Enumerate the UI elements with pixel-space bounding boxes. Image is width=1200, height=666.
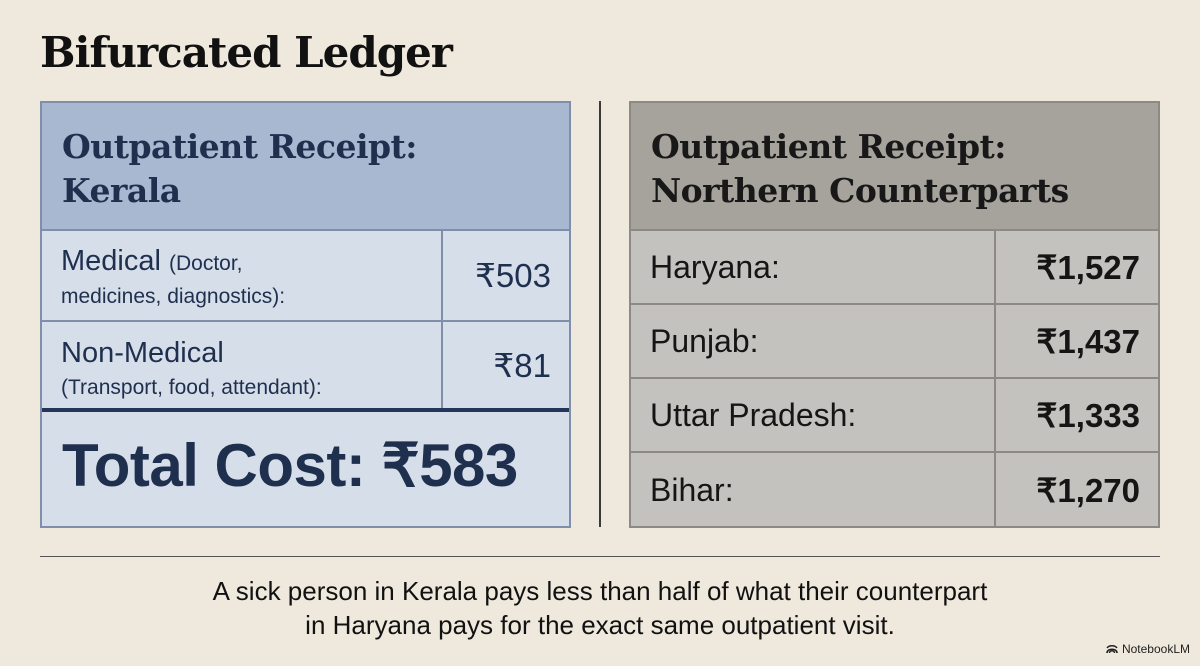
non-medical-value: ₹81 [441, 322, 569, 408]
state-cost: ₹1,270 [994, 453, 1158, 527]
north-row-haryana: Haryana: ₹1,527 [631, 231, 1158, 305]
state-label: Punjab: [650, 322, 759, 359]
non-medical-label: Non-Medical [61, 337, 224, 369]
north-heading-line2: Northern Counterparts [651, 171, 1069, 210]
kerala-total-cost: Total Cost: ₹583 [62, 432, 518, 499]
kerala-heading-line2: Kerala [62, 171, 181, 210]
medical-value: ₹503 [441, 231, 569, 320]
north-row-punjab: Punjab: ₹1,437 [631, 305, 1158, 379]
north-heading-line1: Outpatient Receipt: [651, 127, 1006, 166]
state-label: Bihar: [650, 471, 734, 508]
bottom-rule [40, 556, 1160, 557]
page-title: Bifurcated Ledger [40, 28, 453, 77]
north-row-bihar: Bihar: ₹1,270 [631, 453, 1158, 527]
northern-receipt-card: Outpatient Receipt: Northern Counterpart… [629, 101, 1160, 528]
north-row-uttar-pradesh: Uttar Pradesh: ₹1,333 [631, 379, 1158, 453]
state-cost: ₹1,527 [994, 231, 1158, 303]
kerala-row-label: Medical (Doctor, medicines, diagnostics)… [61, 245, 429, 311]
medical-label: Medical [61, 245, 161, 277]
kerala-receipt-card: Outpatient Receipt: Kerala Medical (Doct… [40, 101, 571, 528]
kerala-heading-line1: Outpatient Receipt: [62, 127, 417, 166]
medical-sublabel-2: medicines, diagnostics): [61, 285, 286, 308]
kerala-card-heading: Outpatient Receipt: Kerala [42, 103, 569, 231]
state-cost: ₹1,437 [994, 305, 1158, 377]
non-medical-sublabel: (Transport, food, attendant): [61, 376, 322, 399]
state-cost: ₹1,333 [994, 379, 1158, 451]
medical-sublabel-1: (Doctor, [169, 252, 243, 275]
kerala-row-non-medical: Non-Medical (Transport, food, attendant)… [42, 322, 569, 412]
notebooklm-logo-icon [1106, 645, 1118, 654]
brand-label: NotebookLM [1121, 642, 1190, 656]
center-divider [599, 101, 601, 527]
notebooklm-brand: NotebookLM [1106, 642, 1190, 656]
state-label: Uttar Pradesh: [650, 396, 857, 433]
caption-line1: A sick person in Kerala pays less than h… [212, 576, 988, 606]
state-label: Haryana: [650, 248, 780, 285]
summary-caption: A sick person in Kerala pays less than h… [100, 574, 1100, 642]
kerala-row-label: Non-Medical (Transport, food, attendant)… [61, 337, 429, 402]
north-card-heading: Outpatient Receipt: Northern Counterpart… [631, 103, 1158, 231]
kerala-row-medical: Medical (Doctor, medicines, diagnostics)… [42, 231, 569, 322]
caption-line2: in Haryana pays for the exact same outpa… [305, 610, 895, 640]
